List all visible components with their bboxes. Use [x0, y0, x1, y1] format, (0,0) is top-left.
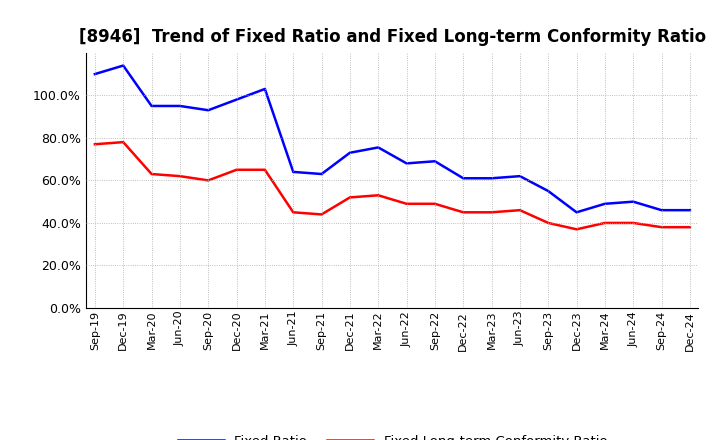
Fixed Long-term Conformity Ratio [148, 171, 156, 176]
Fixed Ratio [374, 145, 382, 150]
Fixed Ratio [119, 63, 127, 68]
Fixed Long-term Conformity Ratio [176, 173, 184, 179]
Fixed Ratio [657, 208, 666, 213]
Fixed Long-term Conformity Ratio [233, 167, 241, 172]
Fixed Long-term Conformity Ratio [402, 201, 411, 206]
Line: Fixed Long-term Conformity Ratio: Fixed Long-term Conformity Ratio [95, 142, 690, 229]
Fixed Long-term Conformity Ratio [346, 195, 354, 200]
Fixed Long-term Conformity Ratio [459, 210, 467, 215]
Fixed Long-term Conformity Ratio [685, 224, 694, 230]
Title: [8946]  Trend of Fixed Ratio and Fixed Long-term Conformity Ratio: [8946] Trend of Fixed Ratio and Fixed Lo… [78, 28, 706, 46]
Fixed Long-term Conformity Ratio [374, 193, 382, 198]
Fixed Long-term Conformity Ratio [318, 212, 326, 217]
Fixed Ratio [431, 159, 439, 164]
Fixed Long-term Conformity Ratio [289, 210, 297, 215]
Fixed Ratio [289, 169, 297, 175]
Fixed Long-term Conformity Ratio [487, 210, 496, 215]
Fixed Ratio [629, 199, 637, 204]
Fixed Ratio [487, 176, 496, 181]
Fixed Long-term Conformity Ratio [261, 167, 269, 172]
Fixed Long-term Conformity Ratio [516, 208, 524, 213]
Fixed Ratio [204, 107, 212, 113]
Fixed Ratio [346, 150, 354, 155]
Fixed Long-term Conformity Ratio [600, 220, 609, 226]
Fixed Ratio [318, 171, 326, 176]
Fixed Long-term Conformity Ratio [657, 224, 666, 230]
Fixed Ratio [572, 210, 581, 215]
Fixed Ratio [261, 86, 269, 92]
Fixed Ratio [600, 201, 609, 206]
Fixed Ratio [685, 208, 694, 213]
Fixed Long-term Conformity Ratio [431, 201, 439, 206]
Line: Fixed Ratio: Fixed Ratio [95, 66, 690, 213]
Fixed Long-term Conformity Ratio [204, 178, 212, 183]
Fixed Ratio [544, 188, 552, 194]
Fixed Long-term Conformity Ratio [572, 227, 581, 232]
Fixed Long-term Conformity Ratio [119, 139, 127, 145]
Fixed Ratio [91, 71, 99, 77]
Legend: Fixed Ratio, Fixed Long-term Conformity Ratio: Fixed Ratio, Fixed Long-term Conformity … [172, 429, 613, 440]
Fixed Ratio [233, 97, 241, 102]
Fixed Long-term Conformity Ratio [91, 142, 99, 147]
Fixed Long-term Conformity Ratio [544, 220, 552, 226]
Fixed Ratio [459, 176, 467, 181]
Fixed Ratio [402, 161, 411, 166]
Fixed Ratio [148, 103, 156, 109]
Fixed Long-term Conformity Ratio [629, 220, 637, 226]
Fixed Ratio [516, 173, 524, 179]
Fixed Ratio [176, 103, 184, 109]
